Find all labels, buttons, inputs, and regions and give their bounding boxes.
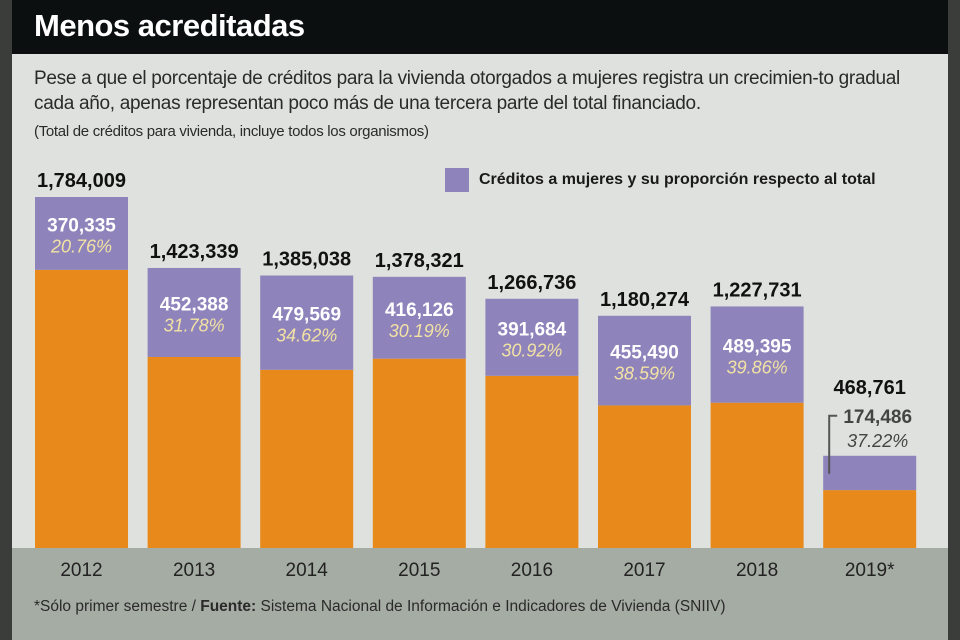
women-percent-label: 30.19% bbox=[389, 321, 450, 341]
women-value-label: 455,490 bbox=[610, 343, 679, 364]
chart-note: (Total de créditos para vivienda, incluy… bbox=[34, 123, 429, 140]
bar-rest-segment bbox=[372, 358, 466, 548]
callout-line bbox=[828, 414, 838, 474]
women-value-label: 489,395 bbox=[723, 337, 792, 358]
bar-rest-segment bbox=[35, 269, 128, 548]
bar-women-segment bbox=[147, 267, 241, 357]
bar-women-segment bbox=[598, 315, 691, 406]
total-label: 1,423,339 bbox=[150, 241, 239, 263]
total-label: 468,761 bbox=[834, 377, 906, 399]
women-value-label: 416,126 bbox=[385, 300, 454, 321]
bar-women-segment bbox=[260, 275, 354, 370]
total-label: 1,180,274 bbox=[600, 289, 690, 311]
x-tick-label: 2018 bbox=[736, 560, 778, 581]
women-percent-label: 37.22% bbox=[847, 431, 908, 451]
bar-women-segment bbox=[35, 197, 128, 270]
total-label: 1,378,321 bbox=[375, 250, 464, 272]
x-tick-label: 2013 bbox=[173, 560, 215, 581]
x-tick-label: 2012 bbox=[60, 560, 102, 581]
source-label: Fuente: bbox=[200, 598, 257, 615]
legend: Créditos a mujeres y su proporción respe… bbox=[445, 168, 876, 192]
bar-women-segment bbox=[485, 298, 579, 376]
total-label: 1,266,736 bbox=[487, 272, 576, 294]
bar-rest-segment bbox=[710, 402, 804, 548]
women-value-label: 174,486 bbox=[843, 407, 912, 428]
bar-women-segment bbox=[823, 455, 917, 491]
women-value-label: 391,684 bbox=[498, 319, 567, 340]
title-bar bbox=[12, 0, 948, 54]
axis-band bbox=[12, 548, 948, 640]
legend-label: Créditos a mujeres y su proporción respe… bbox=[479, 171, 876, 188]
women-percent-label: 31.78% bbox=[164, 315, 225, 335]
women-percent-label: 34.62% bbox=[276, 326, 337, 346]
bar-rest-segment bbox=[598, 405, 691, 548]
bar-rest-segment bbox=[260, 369, 354, 548]
x-tick-label: 2017 bbox=[623, 560, 665, 581]
women-value-label: 452,388 bbox=[160, 294, 229, 315]
women-percent-label: 20.76% bbox=[50, 236, 112, 256]
x-tick-label: 2019* bbox=[845, 560, 895, 581]
legend-swatch bbox=[445, 168, 469, 192]
source-footer: *Sólo primer semestre / Fuente: Sistema … bbox=[34, 598, 725, 616]
bar-women-segment bbox=[372, 276, 466, 359]
bar-women-segment bbox=[710, 306, 804, 403]
total-label: 1,385,038 bbox=[262, 248, 351, 270]
bar-rest-segment bbox=[485, 375, 579, 548]
chart-subtitle: Pese a que el porcentaje de créditos par… bbox=[34, 68, 900, 114]
source-text: Sistema Nacional de Información e Indica… bbox=[256, 598, 726, 615]
x-tick-label: 2015 bbox=[398, 560, 440, 581]
women-value-label: 479,569 bbox=[272, 305, 341, 326]
x-tick-label: 2016 bbox=[511, 560, 553, 581]
total-label: 1,227,731 bbox=[713, 279, 802, 301]
women-percent-label: 39.86% bbox=[727, 358, 788, 378]
women-percent-label: 38.59% bbox=[614, 364, 675, 384]
x-tick-label: 2014 bbox=[286, 560, 329, 581]
total-label: 1,784,009 bbox=[37, 170, 126, 192]
footer-note: *Sólo primer semestre / bbox=[34, 598, 201, 615]
chart-title: Menos acreditadas bbox=[34, 8, 305, 43]
bar-rest-segment bbox=[147, 356, 241, 548]
women-percent-label: 30.92% bbox=[501, 340, 562, 360]
women-value-label: 370,335 bbox=[47, 215, 116, 236]
bar-rest-segment bbox=[823, 490, 917, 548]
